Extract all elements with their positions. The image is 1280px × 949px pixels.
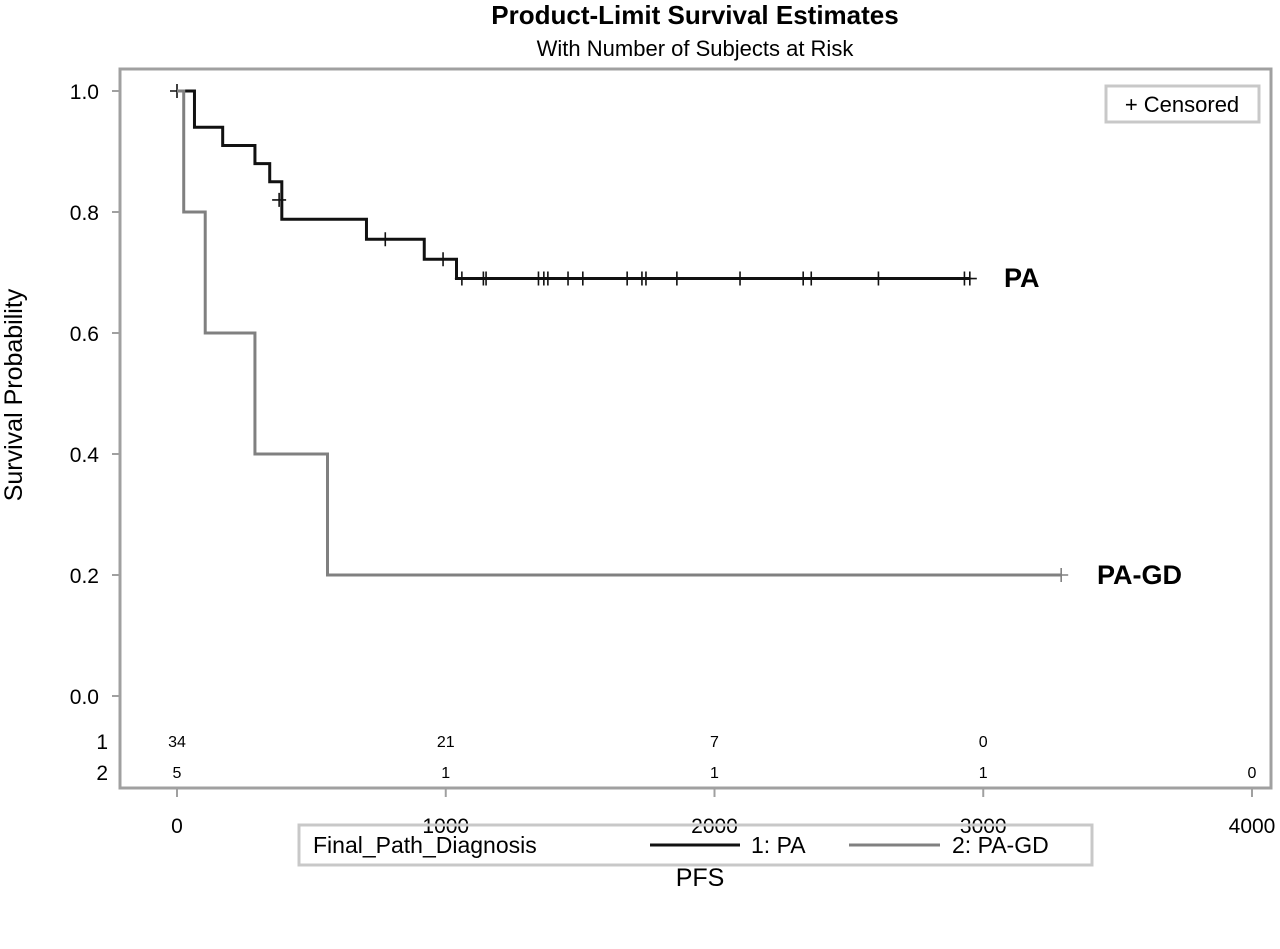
x-tick-label: 4000 (1229, 815, 1276, 838)
censor-mark (454, 271, 469, 286)
censor-mark (561, 271, 576, 286)
at-risk-count: 1 (710, 765, 719, 782)
at-risk-count: 0 (979, 734, 988, 751)
at-risk-row-label: 1 (96, 731, 108, 754)
y-axis: 0.0 0.2 0.4 0.6 0.8 1.0 (70, 81, 120, 709)
y-axis-label: Survival Probability (0, 288, 28, 501)
censor-mark (540, 271, 555, 286)
y-tick-label: 1.0 (70, 81, 99, 104)
at-risk-count: 1 (441, 765, 450, 782)
plot-frame (118, 67, 1273, 790)
at-risk-row-label: 2 (96, 762, 108, 785)
censor-mark (436, 252, 451, 267)
y-tick-label: 0.0 (70, 686, 99, 709)
censor-mark (638, 271, 653, 286)
y-tick-label: 0.6 (70, 323, 99, 346)
at-risk-count: 34 (168, 734, 186, 751)
legend: Final_Path_Diagnosis 1: PA 2: PA-GD (297, 823, 1094, 867)
series-label-pa: PA (1004, 263, 1040, 293)
chart-title: Product-Limit Survival Estimates (491, 0, 898, 30)
survival-curve-pa-gd (177, 89, 1062, 577)
legend-entry-pa-gd: 2: PA-GD (952, 832, 1049, 858)
censor-mark (804, 271, 819, 286)
legend-title: Final_Path_Diagnosis (313, 832, 537, 858)
y-tick-label: 0.4 (70, 444, 100, 467)
censor-mark (378, 232, 393, 247)
legend-entry-pa: 1: PA (751, 832, 806, 858)
censor-mark (871, 271, 886, 286)
censor-mark (575, 271, 590, 286)
censor-mark (272, 192, 287, 207)
y-tick-label: 0.2 (70, 565, 99, 588)
survival-curve-pa (177, 89, 970, 281)
censored-legend-text: + Censored (1125, 92, 1239, 117)
censor-mark (733, 271, 748, 286)
series-label-pa-gd: PA-GD (1097, 560, 1182, 590)
censor-mark (479, 271, 494, 286)
censor-mark (620, 271, 635, 286)
at-risk-count: 7 (710, 734, 719, 751)
at-risk-count: 21 (437, 734, 455, 751)
censor-mark (1054, 568, 1069, 582)
at-risk-table: 1 34 21 7 0 2 5 1 1 1 0 (96, 731, 1256, 785)
x-axis: 0 1000 2000 3000 4000 (171, 788, 1275, 838)
censor-mark (962, 271, 977, 286)
legend-box (297, 823, 1094, 867)
y-tick-label: 0.8 (70, 202, 99, 225)
censor-mark (669, 271, 684, 286)
at-risk-count: 0 (1248, 765, 1257, 782)
series-layer (170, 84, 1069, 582)
chart-subtitle: With Number of Subjects at Risk (537, 36, 855, 61)
censored-legend: + Censored (1104, 84, 1261, 124)
x-tick-label: 0 (171, 815, 183, 838)
at-risk-count: 5 (173, 765, 182, 782)
censored-legend-box (1104, 84, 1261, 124)
x-axis-label: PFS (676, 864, 725, 892)
at-risk-count: 1 (979, 765, 988, 782)
